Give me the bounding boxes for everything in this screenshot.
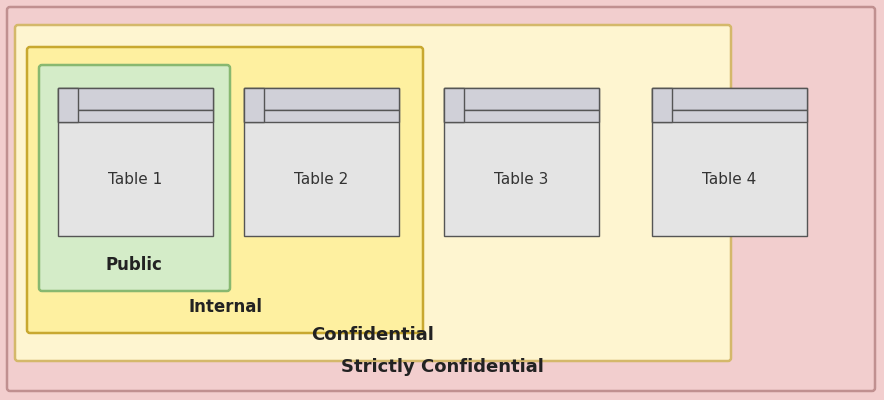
FancyBboxPatch shape <box>652 88 807 236</box>
FancyBboxPatch shape <box>15 25 731 361</box>
Text: Table 3: Table 3 <box>494 172 549 186</box>
FancyBboxPatch shape <box>58 110 213 122</box>
FancyBboxPatch shape <box>244 88 264 122</box>
Text: Table 1: Table 1 <box>109 172 163 186</box>
FancyBboxPatch shape <box>444 110 599 122</box>
Text: Table 4: Table 4 <box>703 172 757 186</box>
FancyBboxPatch shape <box>58 88 213 236</box>
FancyBboxPatch shape <box>444 88 599 236</box>
FancyBboxPatch shape <box>58 88 213 110</box>
FancyBboxPatch shape <box>244 110 399 122</box>
FancyBboxPatch shape <box>652 110 807 122</box>
Text: Strictly Confidential: Strictly Confidential <box>340 358 544 376</box>
FancyBboxPatch shape <box>652 88 807 110</box>
FancyBboxPatch shape <box>244 88 399 236</box>
Text: Confidential: Confidential <box>311 326 434 344</box>
FancyBboxPatch shape <box>244 88 399 110</box>
FancyBboxPatch shape <box>444 88 464 122</box>
FancyBboxPatch shape <box>58 88 78 122</box>
Text: Internal: Internal <box>188 298 262 316</box>
FancyBboxPatch shape <box>39 65 230 291</box>
FancyBboxPatch shape <box>652 88 672 122</box>
FancyBboxPatch shape <box>27 47 423 333</box>
Text: Table 2: Table 2 <box>294 172 348 186</box>
Text: Public: Public <box>105 256 163 274</box>
FancyBboxPatch shape <box>7 7 875 391</box>
FancyBboxPatch shape <box>444 88 599 110</box>
